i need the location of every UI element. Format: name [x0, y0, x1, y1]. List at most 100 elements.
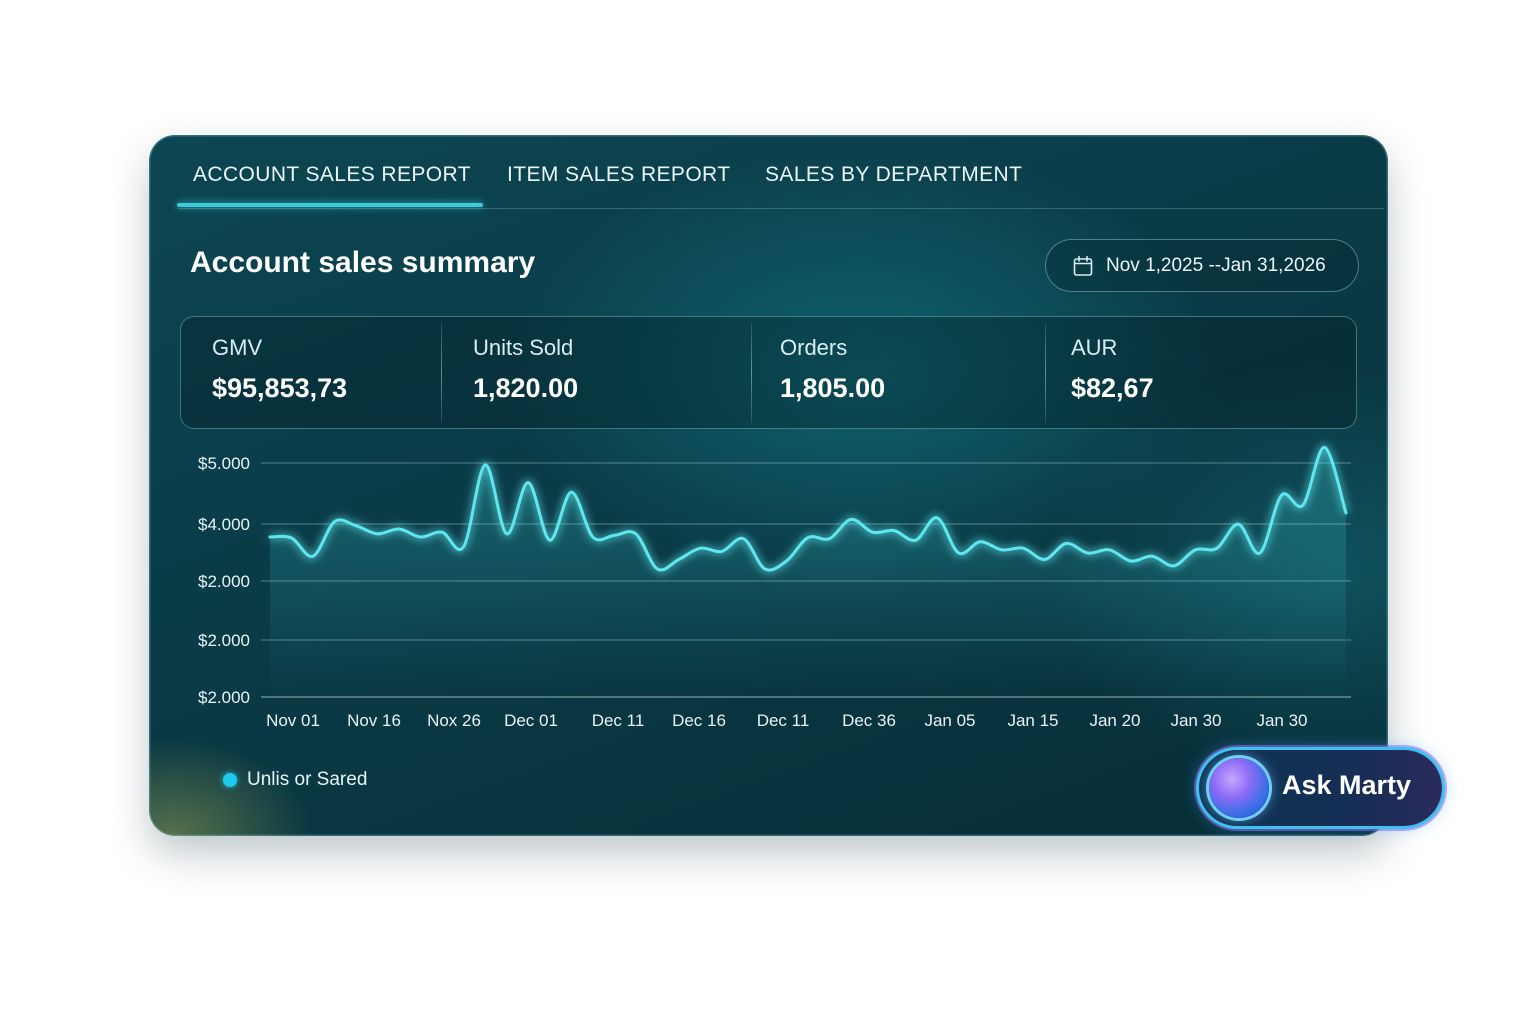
series-point — [719, 549, 724, 554]
series-point — [870, 530, 875, 535]
y-tick-label: $5.000 — [198, 454, 250, 473]
x-tick-label: Nov 16 — [347, 711, 401, 730]
ask-marty-button[interactable]: Ask Marty — [1199, 750, 1442, 826]
metric-gmv: GMV $95,853,73 — [181, 317, 441, 428]
metric-aur: AUR $82,67 — [1040, 317, 1358, 428]
series-point — [1128, 559, 1133, 564]
series-point — [1150, 554, 1155, 559]
y-tick-label: $4.000 — [198, 515, 250, 534]
calendar-icon — [1073, 255, 1093, 276]
series-point — [698, 546, 703, 551]
series-point — [1344, 511, 1349, 516]
series-point — [655, 567, 660, 572]
metric-value: $82,67 — [1071, 373, 1154, 403]
series-point — [504, 531, 509, 536]
series-point — [956, 551, 961, 556]
metric-value: 1,820.00 — [473, 373, 579, 403]
y-tick-label: $2.000 — [198, 688, 250, 707]
metric-label: Orders — [780, 335, 848, 360]
series-point — [1171, 563, 1176, 568]
series-point — [1236, 522, 1241, 527]
metrics-strip: GMV $95,853,73 Units Sold 1,820.00 Order… — [180, 316, 1357, 429]
series-point — [676, 557, 681, 562]
series-point — [1021, 546, 1026, 551]
legend-swatch — [223, 773, 237, 787]
x-tick-label: Dec 01 — [504, 711, 558, 730]
x-tick-label: Dec 11 — [757, 711, 810, 730]
series-point — [1193, 547, 1198, 552]
y-tick-label: $2.000 — [198, 631, 250, 650]
metric-divider — [1045, 323, 1046, 423]
series-point — [1301, 503, 1306, 508]
series-line — [268, 445, 1348, 572]
date-range-picker[interactable]: Nov 1,2025 --Jan 31,2026 — [1045, 239, 1359, 292]
series-point — [440, 530, 445, 535]
x-tick-label: Jan 20 — [1089, 711, 1140, 730]
series-point — [418, 535, 423, 540]
series-point — [633, 531, 638, 536]
metric-value: $95,853,73 — [212, 373, 348, 403]
x-tick-label: Jan 30 — [1256, 711, 1307, 730]
report-panel: ACCOUNT SALES REPORT ITEM SALES REPORT S… — [149, 135, 1388, 836]
assistant-orb-icon — [1209, 758, 1269, 818]
series-point — [483, 463, 488, 468]
sales-line-chart: $5.000 $4.000 $2.000 $2.000 $2.000 Nov 01 Nov… — [198, 443, 1351, 730]
series-point — [892, 528, 897, 533]
series-point — [1107, 547, 1112, 552]
x-tick-label: Nox 26 — [427, 711, 481, 730]
series-point — [612, 533, 617, 538]
series-point — [461, 544, 466, 549]
series-point — [827, 536, 832, 541]
series-area-fill — [270, 447, 1346, 697]
date-range-text: Nov 1,2025 --Jan 31,2026 — [1106, 255, 1326, 276]
series-point — [311, 554, 316, 559]
series-point — [268, 535, 273, 540]
y-tick-label: $2.000 — [198, 572, 250, 591]
tab-account-sales-report[interactable]: ACCOUNT SALES REPORT — [193, 163, 471, 186]
series-point — [354, 523, 359, 528]
x-tick-label: Nov 01 — [266, 711, 320, 730]
metric-label: GMV — [212, 335, 263, 360]
series-point — [849, 517, 854, 522]
tab-bar: ACCOUNT SALES REPORT ITEM SALES REPORT S… — [177, 135, 1384, 209]
x-tick-label: Jan 05 — [924, 711, 975, 730]
series-point — [806, 535, 811, 540]
x-tick-label: Dec 36 — [842, 711, 896, 730]
series-point — [913, 538, 918, 543]
active-tab-indicator — [177, 203, 483, 207]
metric-label: Units Sold — [473, 335, 574, 360]
series-point — [547, 538, 552, 543]
metric-orders: Orders 1,805.00 — [749, 317, 1043, 428]
series-point — [526, 480, 531, 485]
metric-units-sold: Units Sold 1,820.00 — [442, 317, 751, 428]
x-tick-label: Jan 15 — [1007, 711, 1058, 730]
series-point — [397, 527, 402, 532]
series-point — [569, 490, 574, 495]
series-point — [978, 539, 983, 544]
series-point — [1042, 557, 1047, 562]
series-point — [784, 559, 789, 564]
metric-divider — [441, 323, 442, 423]
series-point — [1257, 551, 1262, 556]
legend-label: Unlis or Sared — [247, 769, 368, 790]
series-point — [332, 519, 337, 524]
series-point — [1064, 541, 1069, 546]
series-point — [1322, 445, 1327, 450]
series-point — [1214, 546, 1219, 551]
metric-value: 1,805.00 — [780, 373, 886, 403]
tab-item-sales-report[interactable]: ITEM SALES REPORT — [507, 163, 731, 186]
series-point — [763, 567, 768, 572]
series-point — [741, 536, 746, 541]
series-point — [375, 531, 380, 536]
series-point — [1279, 493, 1284, 498]
series-point — [935, 515, 940, 520]
x-tick-label: Dec 11 — [592, 711, 645, 730]
tab-sales-by-department[interactable]: SALES BY DEPARTMENT — [765, 163, 1023, 186]
x-tick-label: Jan 30 — [1170, 711, 1221, 730]
series-point — [590, 535, 595, 540]
ask-marty-label: Ask Marty — [1282, 770, 1412, 800]
x-tick-label: Dec 16 — [672, 711, 726, 730]
metric-divider — [751, 323, 752, 423]
series-point — [999, 547, 1004, 552]
page-title: Account sales summary — [190, 246, 536, 279]
